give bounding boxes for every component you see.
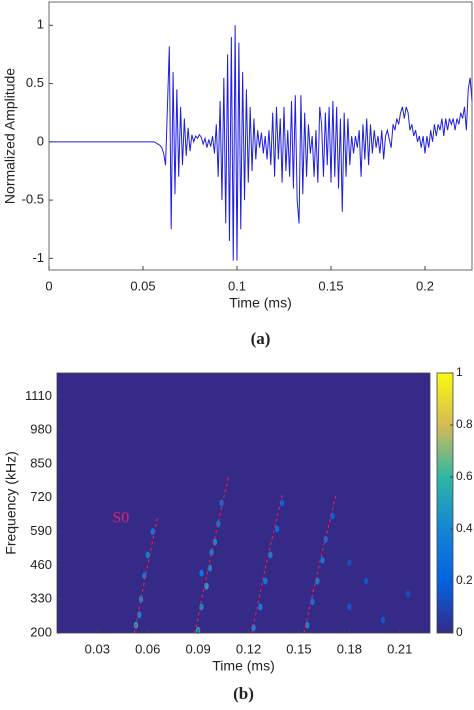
heatmap-spot: [274, 525, 280, 533]
y-tick-label: 720: [30, 489, 52, 504]
y-tick-label: 850: [30, 455, 52, 470]
x-tick-label: 0.06: [135, 641, 160, 656]
colorbar-tick-label: 0.2: [456, 573, 473, 587]
heatmap-spot: [263, 577, 268, 585]
x-tick-label: 0.1: [228, 278, 246, 293]
x-tick-label: 0: [45, 278, 52, 293]
x-tick-label: 0.15: [286, 641, 311, 656]
plot-frame: [48, 1, 473, 271]
heatmap-spot: [310, 598, 315, 606]
y-axis-label: Normalized Amplitude: [2, 68, 18, 204]
y-tick-label: 0: [37, 133, 44, 148]
y-tick-label: -1: [32, 250, 44, 265]
heatmap-spot: [347, 559, 352, 567]
x-tick-label: 0.12: [236, 641, 261, 656]
y-tick-label: 590: [30, 523, 52, 538]
x-axis-label: Time (ms): [212, 658, 274, 674]
heatmap-spot: [150, 528, 155, 536]
ridge-line: [251, 495, 283, 634]
heatmap-spot: [320, 556, 325, 564]
heatmap-spot: [138, 595, 144, 603]
heatmap-background: [57, 373, 430, 633]
ridge-line: [133, 515, 159, 634]
x-tick-label: 0.18: [337, 641, 362, 656]
y-tick-label: 200: [30, 624, 52, 639]
caption: (a): [251, 329, 271, 348]
heatmap-spot: [199, 569, 204, 577]
x-tick-label: 0.09: [185, 641, 210, 656]
heatmap-spot: [347, 603, 352, 611]
y-tick-label: 460: [30, 557, 52, 572]
plot-frame: [56, 372, 431, 634]
heatmap-spot: [268, 551, 273, 559]
x-tick-label: 0.05: [130, 278, 155, 293]
ridge-line: [194, 476, 229, 634]
colorbar-tick-label: 0.6: [456, 469, 473, 483]
y-tick-label: 0.5: [26, 75, 44, 90]
colorbar-tick-label: 0.4: [456, 521, 473, 535]
y-tick-label: -0.5: [22, 192, 44, 207]
y-tick-label: 1110: [25, 388, 52, 403]
heatmap-spot: [305, 621, 310, 629]
annotation: S0: [112, 509, 129, 526]
x-tick-label: 0.15: [318, 278, 343, 293]
x-axis-label: Time (ms): [229, 295, 291, 311]
x-tick-label: 0.2: [416, 278, 434, 293]
x-tick-label: 0.21: [387, 641, 412, 656]
heatmap-spot: [251, 624, 256, 632]
heatmap-spot: [209, 548, 214, 556]
heatmap-spot: [258, 603, 263, 611]
caption: (b): [233, 684, 254, 703]
heatmap-spot: [145, 551, 150, 559]
colorbar-tick-label: 0.8: [456, 417, 473, 431]
y-tick-label: 330: [30, 591, 52, 606]
colorbar-tick-label: 0: [456, 625, 463, 639]
y-axis-label: Frequency (kHz): [3, 451, 19, 554]
heatmap-spot: [405, 590, 411, 598]
heatmap-spot: [380, 616, 386, 624]
y-tick-label: 1: [37, 17, 44, 32]
heatmap-spot: [363, 577, 369, 585]
waveform: [49, 25, 473, 261]
y-tick-label: 980: [30, 422, 52, 437]
colorbar-tick-label: 1: [456, 365, 463, 379]
colorbar: [436, 372, 454, 634]
x-tick-label: 0.03: [85, 641, 110, 656]
